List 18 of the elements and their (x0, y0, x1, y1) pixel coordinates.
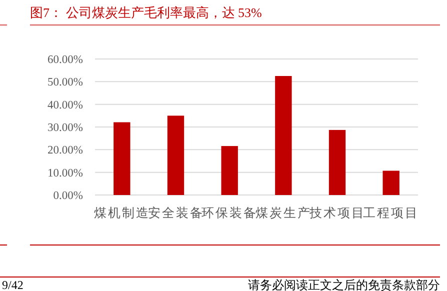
y-tick-label: 60.00% (48, 54, 84, 66)
y-tick-label: 0.00% (53, 190, 84, 202)
bar (167, 116, 184, 195)
chart-title: 图7： 公司煤炭生产毛利率最高，达 53% (30, 5, 262, 20)
bar (328, 130, 346, 195)
y-tick-label: 50.00% (48, 76, 84, 89)
y-tick-label: 20.00% (48, 144, 84, 157)
y-tick-label: 30.00% (48, 122, 84, 134)
bar (382, 170, 400, 195)
y-tick-label: 40.00% (48, 99, 84, 112)
bar (114, 122, 130, 195)
text: 9/42 (2, 278, 24, 291)
y-tick-label: 10.00% (48, 167, 84, 180)
text: 请务必阅读正文之后的免责条款部分 (248, 278, 440, 291)
x-tick-label: 工程项目 (363, 206, 420, 220)
bar (275, 76, 292, 195)
bar (221, 146, 238, 195)
x-tick-label: 煤机制造 (94, 206, 150, 220)
